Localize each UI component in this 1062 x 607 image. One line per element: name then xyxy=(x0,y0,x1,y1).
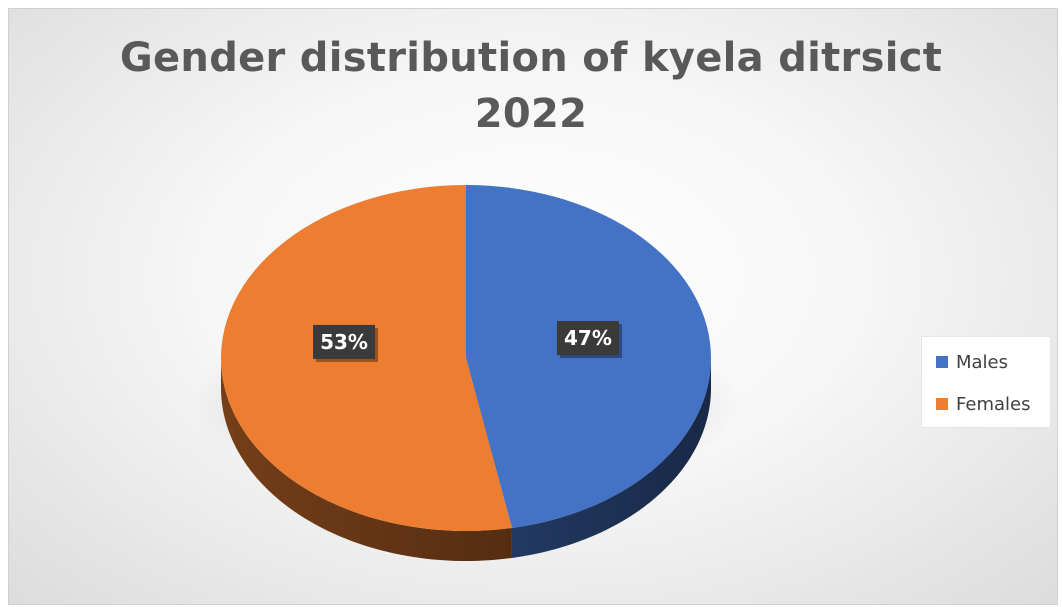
pie-side-males-shade xyxy=(511,358,711,558)
legend-swatch-females xyxy=(936,398,948,410)
pie-slice-males xyxy=(466,185,711,528)
legend-swatch-males xyxy=(936,356,948,368)
data-label-males: 47% xyxy=(564,326,612,350)
legend-item-males: Males xyxy=(936,349,1008,375)
legend-label-females: Females xyxy=(956,393,1031,415)
data-label-box-females xyxy=(313,324,376,359)
legend-label-males: Males xyxy=(956,351,1009,373)
data-label-box-males xyxy=(556,321,619,356)
legend-item-females: Females xyxy=(936,391,1030,417)
pie-side-females-shade xyxy=(221,358,512,561)
chart-title: Gender distribution of kyela ditrsict 20… xyxy=(0,30,1062,142)
data-label-females: 53% xyxy=(320,330,368,354)
chart-title-line-1: Gender distribution of kyela ditrsict xyxy=(119,35,943,81)
chart-legend: Males Females xyxy=(921,336,1051,428)
chart-title-line-2: 2022 xyxy=(474,91,588,137)
